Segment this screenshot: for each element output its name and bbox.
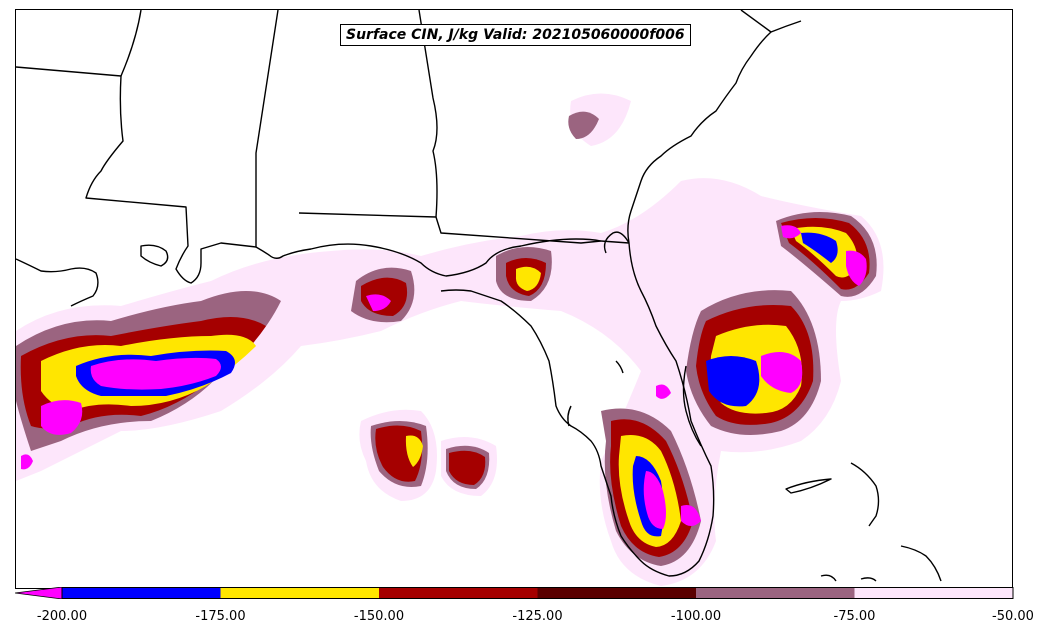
colorbar-tick-label: -200.00: [36, 609, 88, 624]
colorbar-extend-low: [15, 587, 63, 599]
colorbar-bins: [62, 587, 1013, 599]
colorbar-tick-label: -50.00: [992, 609, 1034, 624]
colorbar-tick-label: -75.00: [833, 609, 876, 624]
colorbar-tick-label: -175.00: [195, 609, 246, 624]
colorbar-bin-3: [537, 587, 696, 599]
colorbar-bin-1: [220, 587, 379, 599]
colorbar: [15, 587, 1014, 599]
colorbar-tick-label: -100.00: [670, 609, 722, 624]
colorbar-tick-label: -150.00: [353, 609, 405, 624]
cin-map: [16, 10, 942, 586]
colorbar-bin-2: [379, 587, 538, 599]
coastlines-and-borders: [16, 10, 942, 582]
colorbar-tick-label: -125.00: [512, 609, 563, 624]
colorbar-bin-4: [696, 587, 855, 599]
colorbar-bin-0: [62, 587, 221, 599]
colorbar-bin-5: [854, 587, 1013, 599]
map-title: Surface CIN, J/kg Valid: 202105060000f00…: [340, 24, 691, 46]
map-panel: Surface CIN, J/kg Valid: 202105060000f00…: [15, 9, 1013, 589]
cin-fill-magenta: [21, 225, 867, 529]
